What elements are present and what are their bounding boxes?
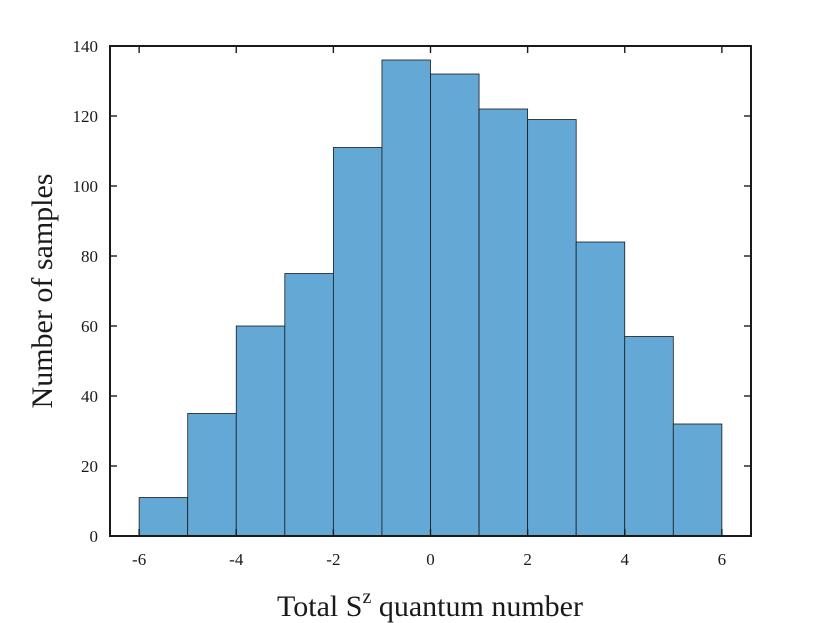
histogram-bar [575, 241, 626, 537]
y-tick-label: 40 [81, 387, 98, 406]
y-tick-label: 20 [81, 457, 98, 476]
histogram-bar [381, 59, 431, 537]
histogram-bar [284, 273, 334, 537]
x-tick-label: -6 [132, 550, 146, 569]
x-tick-label: 4 [620, 550, 629, 569]
histogram-bar [235, 325, 286, 537]
x-tick-labels: -6 -4 -2 0 2 4 6 [132, 550, 726, 569]
histogram-bar [430, 73, 480, 537]
histogram-bar [478, 108, 529, 537]
histogram-bar [624, 336, 674, 537]
plot-frame [109, 45, 752, 537]
y-tick-label: 80 [81, 247, 98, 266]
x-axis-title: Total Sz quantum number [277, 586, 583, 623]
x-axis-title-main: Total S [277, 590, 362, 623]
histogram-bar [138, 497, 189, 537]
x-tick-label: -2 [326, 550, 340, 569]
y-tick-label: 0 [90, 527, 99, 546]
x-tick-label: -4 [229, 550, 244, 569]
histogram-bar [672, 423, 723, 537]
y-tick-label: 100 [73, 177, 99, 196]
histogram-bar [332, 147, 383, 537]
y-axis-title: Number of samples [26, 174, 59, 409]
x-tick-label: 0 [426, 550, 435, 569]
histogram-bar [527, 119, 577, 537]
histogram-bar [187, 413, 237, 537]
y-tick-label: 120 [73, 107, 99, 126]
y-tick-label: 140 [73, 37, 99, 56]
x-tick-label: 2 [523, 550, 532, 569]
y-tick-label: 60 [81, 317, 98, 336]
bars-group [138, 59, 723, 537]
y-tick-labels: 0 20 40 60 80 100 120 140 [73, 37, 99, 546]
x-axis-title-suffix: quantum number [371, 590, 583, 623]
x-tick-label: 6 [718, 550, 727, 569]
x-axis-title-superscript: z [362, 586, 371, 608]
